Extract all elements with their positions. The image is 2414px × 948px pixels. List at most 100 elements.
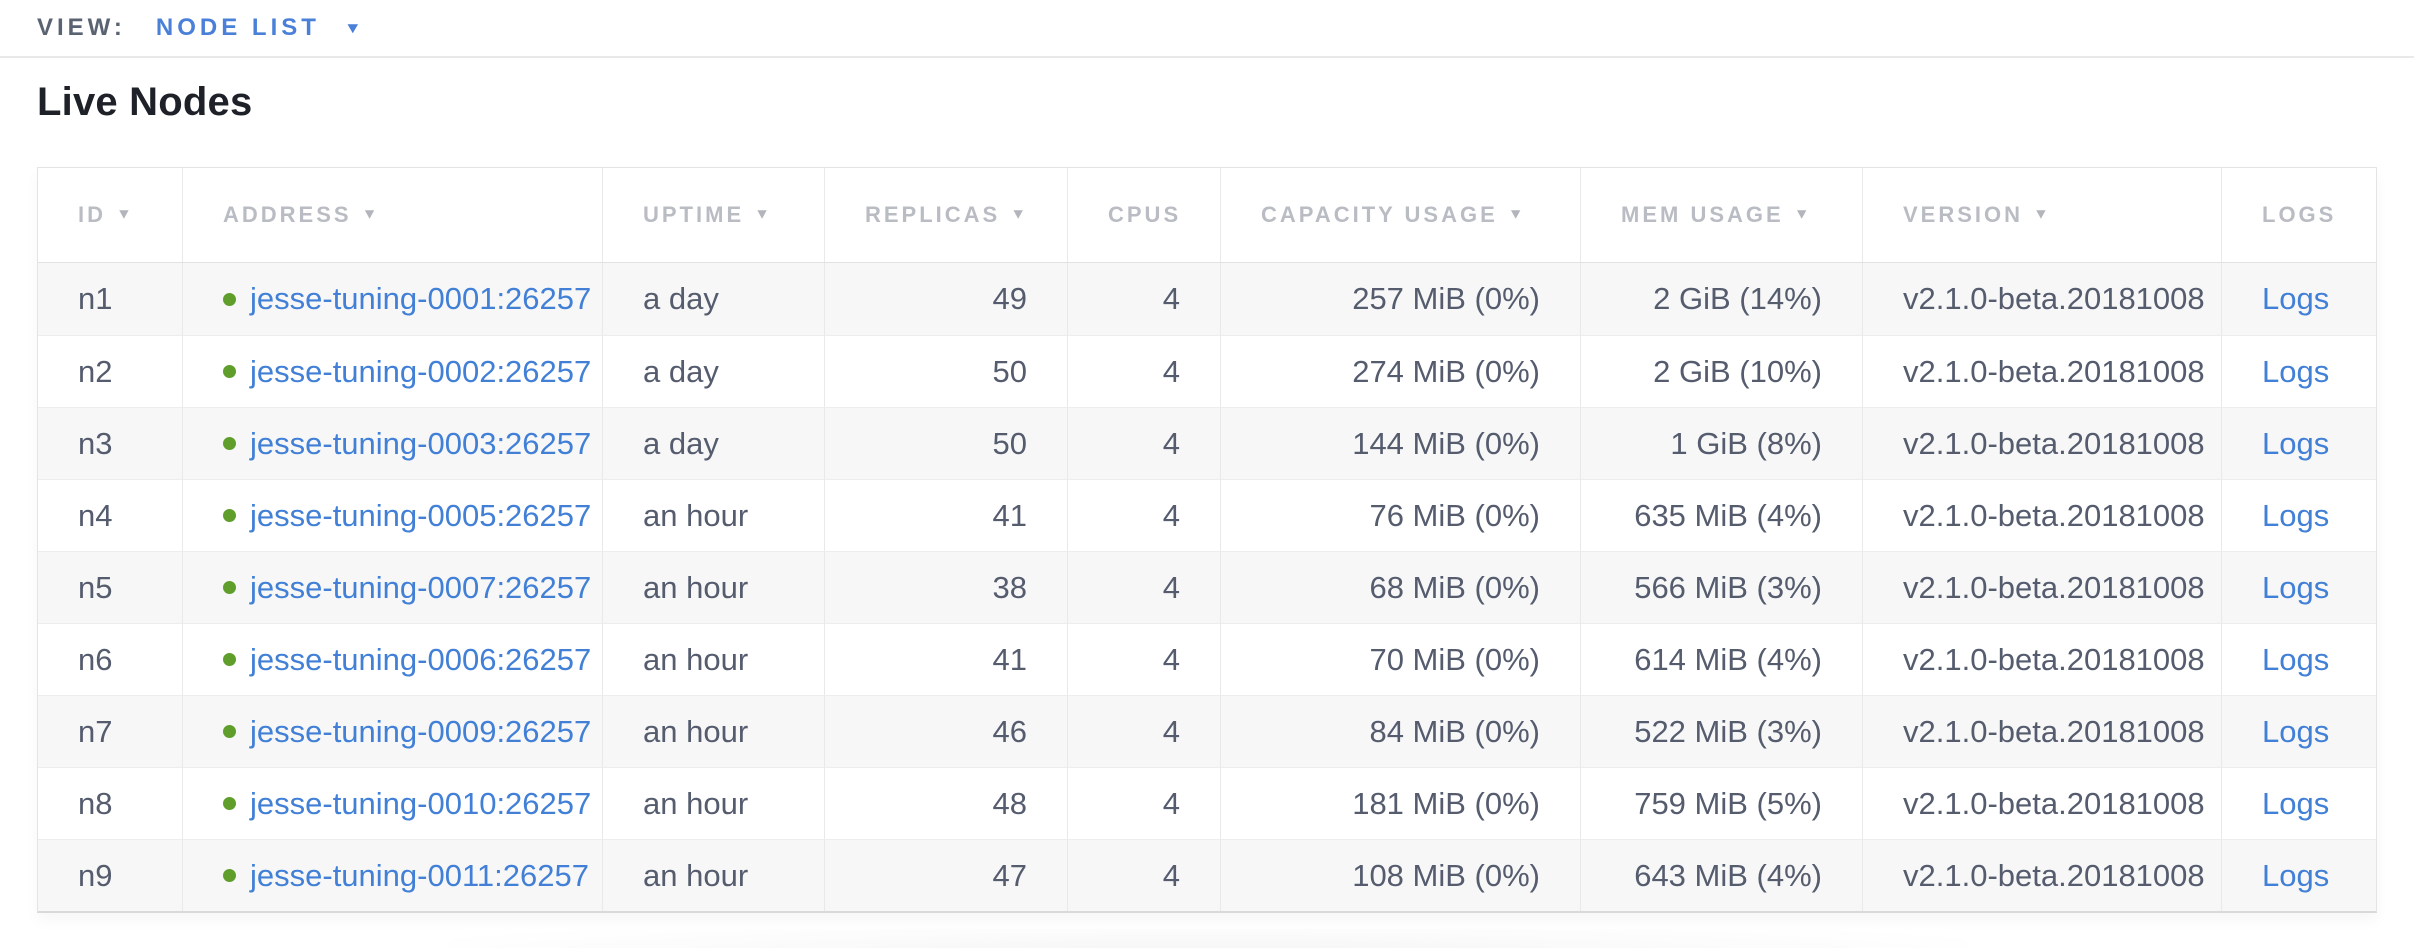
cell-cpus: 4 <box>1068 263 1221 335</box>
node-healthy-status-icon <box>223 509 236 522</box>
logs-link[interactable]: Logs <box>2262 425 2330 461</box>
cell-uptime: an hour <box>603 839 825 911</box>
column-header-capacity-usage[interactable]: CAPACITY USAGE ▼ <box>1221 168 1581 262</box>
cell-address: jesse-tuning-0003:26257 <box>183 407 603 479</box>
cell-version: v2.1.0-beta.20181008 <box>1863 767 2222 839</box>
node-address-link[interactable]: jesse-tuning-0009:26257 <box>250 713 592 749</box>
node-address-link[interactable]: jesse-tuning-0007:26257 <box>250 569 592 605</box>
logs-link[interactable]: Logs <box>2262 569 2330 605</box>
cell-replicas: 46 <box>825 695 1068 767</box>
table-row: n4 jesse-tuning-0005:26257 an hour 41 4 … <box>38 479 2376 551</box>
column-header-uptime[interactable]: UPTIME ▼ <box>603 168 825 262</box>
node-address-link[interactable]: jesse-tuning-0011:26257 <box>250 857 589 893</box>
cell-mem-usage: 522 MiB (3%) <box>1581 695 1863 767</box>
cell-replicas: 41 <box>825 623 1068 695</box>
table-row: n2 jesse-tuning-0002:26257 a day 50 4 27… <box>38 335 2376 407</box>
cell-uptime: an hour <box>603 479 825 551</box>
logs-link[interactable]: Logs <box>2262 857 2330 893</box>
table-row: n6 jesse-tuning-0006:26257 an hour 41 4 … <box>38 623 2376 695</box>
cell-address: jesse-tuning-0009:26257 <box>183 695 603 767</box>
sort-arrow-icon: ▼ <box>2033 206 2052 223</box>
cell-node-id: n5 <box>38 551 183 623</box>
sort-arrow-icon: ▼ <box>1507 206 1527 223</box>
sort-arrow-icon: ▼ <box>1793 206 1813 223</box>
cell-address: jesse-tuning-0002:26257 <box>183 335 603 407</box>
cell-version: v2.1.0-beta.20181008 <box>1863 263 2222 335</box>
cell-logs: Logs <box>2222 839 2376 911</box>
node-address-link[interactable]: jesse-tuning-0001:26257 <box>250 281 592 316</box>
node-address-link[interactable]: jesse-tuning-0005:26257 <box>250 497 592 533</box>
logs-link[interactable]: Logs <box>2262 497 2330 533</box>
node-address-link[interactable]: jesse-tuning-0010:26257 <box>250 785 592 821</box>
view-selector-dropdown[interactable]: NODE LIST ▼ <box>156 14 362 42</box>
cell-node-id: n8 <box>38 767 183 839</box>
table-body: n1 jesse-tuning-0001:26257 a day 49 4 25… <box>38 263 2376 911</box>
table-row: n7 jesse-tuning-0009:26257 an hour 46 4 … <box>38 695 2376 767</box>
cell-address: jesse-tuning-0006:26257 <box>183 623 603 695</box>
cell-cpus: 4 <box>1068 335 1221 407</box>
cell-address: jesse-tuning-0010:26257 <box>183 767 603 839</box>
cell-replicas: 50 <box>825 335 1068 407</box>
cell-uptime: an hour <box>603 767 825 839</box>
table-row: n8 jesse-tuning-0010:26257 an hour 48 4 … <box>38 767 2376 839</box>
cell-cpus: 4 <box>1068 695 1221 767</box>
node-address-link[interactable]: jesse-tuning-0003:26257 <box>250 425 592 461</box>
sort-arrow-icon: ▼ <box>116 206 135 223</box>
cell-capacity-usage: 108 MiB (0%) <box>1221 839 1581 911</box>
column-header-version[interactable]: VERSION ▼ <box>1863 168 2222 262</box>
cell-version: v2.1.0-beta.20181008 <box>1863 335 2222 407</box>
cell-uptime: an hour <box>603 551 825 623</box>
table-header-row: ID ▼ ADDRESS ▼ UPTIME ▼ REPLICAS ▼ CPUS … <box>38 168 2376 263</box>
cell-uptime: an hour <box>603 695 825 767</box>
column-header-mem-usage[interactable]: MEM USAGE ▼ <box>1581 168 1863 262</box>
node-address-link[interactable]: jesse-tuning-0006:26257 <box>250 641 592 677</box>
logs-link[interactable]: Logs <box>2262 785 2330 821</box>
cell-mem-usage: 643 MiB (4%) <box>1581 839 1863 911</box>
node-healthy-status-icon <box>223 797 236 810</box>
cell-logs: Logs <box>2222 623 2376 695</box>
cell-node-id: n4 <box>38 479 183 551</box>
cell-cpus: 4 <box>1068 407 1221 479</box>
table-row: n3 jesse-tuning-0003:26257 a day 50 4 14… <box>38 407 2376 479</box>
cell-capacity-usage: 257 MiB (0%) <box>1221 263 1581 335</box>
cell-node-id: n9 <box>38 839 183 911</box>
cell-capacity-usage: 68 MiB (0%) <box>1221 551 1581 623</box>
cell-capacity-usage: 76 MiB (0%) <box>1221 479 1581 551</box>
view-label: VIEW: <box>37 14 126 41</box>
node-healthy-status-icon <box>223 869 236 882</box>
cell-address: jesse-tuning-0005:26257 <box>183 479 603 551</box>
cell-node-id: n2 <box>38 335 183 407</box>
cell-replicas: 50 <box>825 407 1068 479</box>
view-bar: VIEW: NODE LIST ▼ <box>0 0 2414 58</box>
cell-logs: Logs <box>2222 335 2376 407</box>
cell-capacity-usage: 181 MiB (0%) <box>1221 767 1581 839</box>
cell-address: jesse-tuning-0001:26257 <box>183 263 603 335</box>
column-header-id[interactable]: ID ▼ <box>38 168 183 262</box>
cell-cpus: 4 <box>1068 623 1221 695</box>
cell-mem-usage: 635 MiB (4%) <box>1581 479 1863 551</box>
cell-cpus: 4 <box>1068 479 1221 551</box>
logs-link[interactable]: Logs <box>2262 713 2330 749</box>
cell-node-id: n3 <box>38 407 183 479</box>
cell-mem-usage: 2 GiB (14%) <box>1581 263 1863 335</box>
node-healthy-status-icon <box>223 653 236 666</box>
cell-node-id: n7 <box>38 695 183 767</box>
cell-address: jesse-tuning-0007:26257 <box>183 551 603 623</box>
table-row: n5 jesse-tuning-0007:26257 an hour 38 4 … <box>38 551 2376 623</box>
cell-node-id: n1 <box>38 263 183 335</box>
cell-version: v2.1.0-beta.20181008 <box>1863 839 2222 911</box>
logs-link[interactable]: Logs <box>2262 641 2330 677</box>
logs-link[interactable]: Logs <box>2262 281 2330 316</box>
cell-cpus: 4 <box>1068 767 1221 839</box>
cell-logs: Logs <box>2222 695 2376 767</box>
column-header-replicas[interactable]: REPLICAS ▼ <box>825 168 1068 262</box>
cell-logs: Logs <box>2222 767 2376 839</box>
cell-logs: Logs <box>2222 479 2376 551</box>
column-header-address[interactable]: ADDRESS ▼ <box>183 168 603 262</box>
node-address-link[interactable]: jesse-tuning-0002:26257 <box>250 353 592 389</box>
logs-link[interactable]: Logs <box>2262 353 2330 389</box>
cell-cpus: 4 <box>1068 839 1221 911</box>
table-row: n1 jesse-tuning-0001:26257 a day 49 4 25… <box>38 263 2376 335</box>
cell-mem-usage: 614 MiB (4%) <box>1581 623 1863 695</box>
cell-replicas: 41 <box>825 479 1068 551</box>
